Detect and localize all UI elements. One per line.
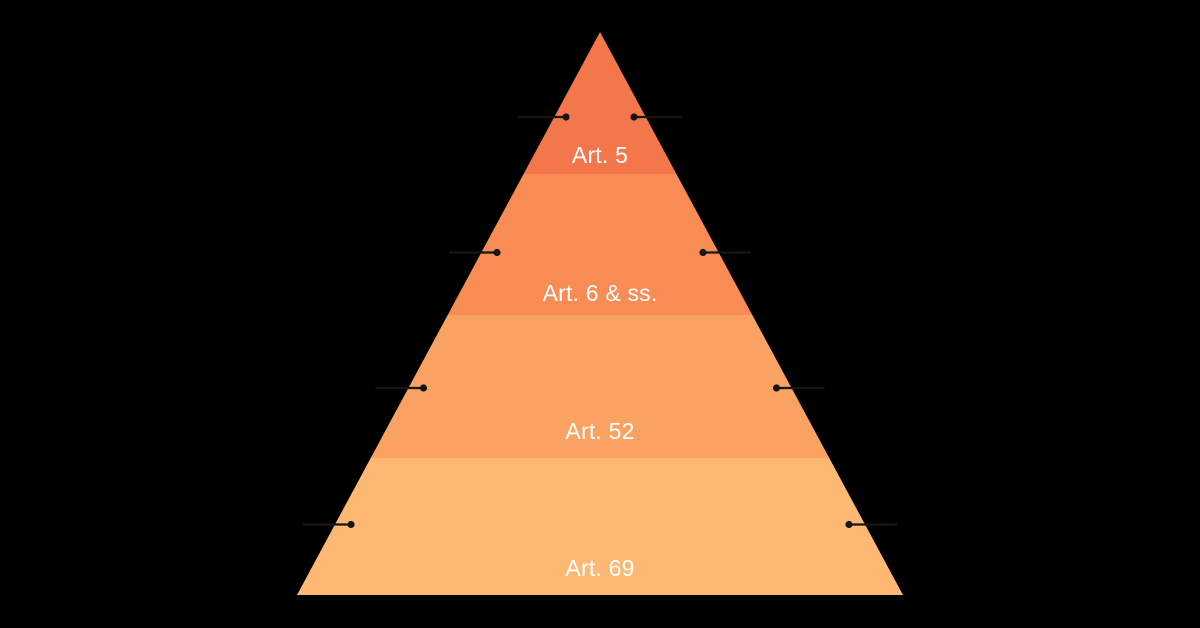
callout-dot-right-level-1 xyxy=(630,113,638,121)
callout-dot-left-level-4 xyxy=(347,520,355,529)
pyramid-levels xyxy=(297,32,903,595)
callout-dot-right-level-3 xyxy=(772,384,781,392)
pyramid-level-4 xyxy=(297,458,903,595)
callout-dot-left-level-3 xyxy=(419,384,428,392)
callout-dot-right-level-4 xyxy=(845,520,853,529)
callout-dot-left-level-1 xyxy=(562,113,570,121)
callout-dot-right-level-2 xyxy=(699,248,707,257)
pyramid-level-1 xyxy=(297,32,903,174)
callout-dot-left-level-2 xyxy=(493,248,501,257)
pyramid-level-3 xyxy=(297,315,903,458)
pyramid-level-2 xyxy=(297,174,903,315)
